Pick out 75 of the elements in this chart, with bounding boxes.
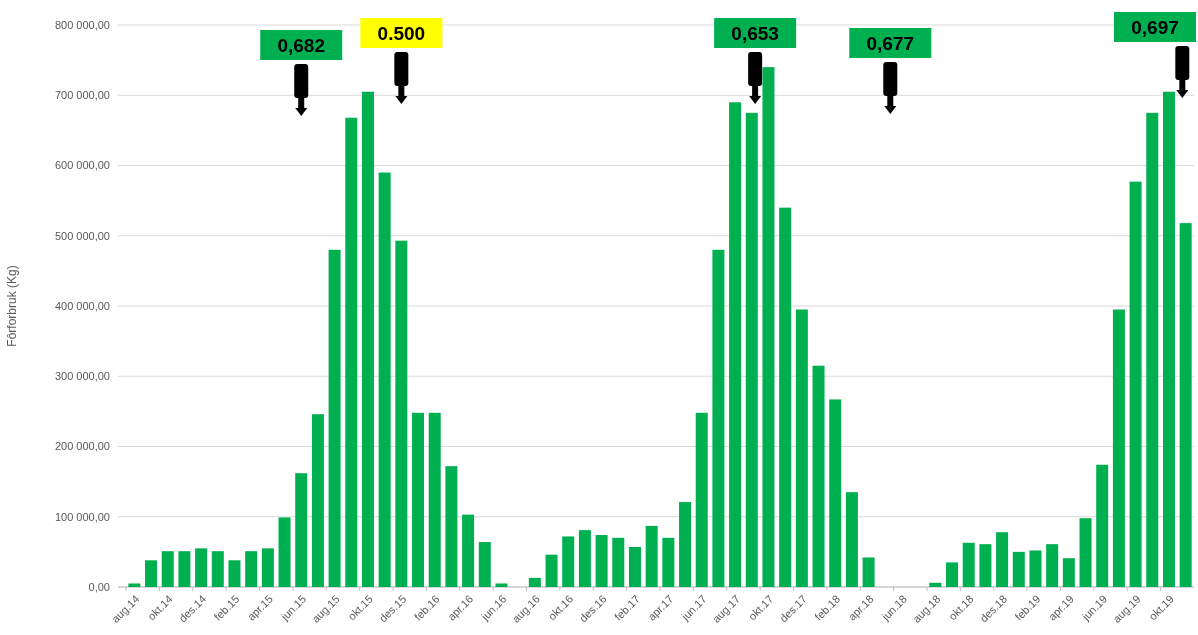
bar <box>1079 518 1092 587</box>
bar <box>562 536 575 587</box>
bar <box>245 551 258 587</box>
bar <box>612 537 625 587</box>
bar <box>712 249 725 587</box>
bar <box>195 548 208 587</box>
bar <box>311 414 324 587</box>
bar <box>845 492 858 587</box>
bar <box>462 514 475 587</box>
y-tick-label: 600 000,00 <box>54 159 110 172</box>
bar <box>128 583 141 587</box>
bar <box>1012 551 1025 587</box>
y-axis-title: Fôrforbruk (Kg) <box>5 265 19 347</box>
bar <box>578 530 591 587</box>
y-tick-label: 500 000,00 <box>54 229 110 242</box>
bar <box>929 582 942 587</box>
bar <box>495 583 508 587</box>
bar <box>1146 112 1159 587</box>
bar <box>378 172 391 587</box>
bar <box>829 399 842 587</box>
bar <box>345 117 358 587</box>
bar <box>862 557 875 587</box>
bar <box>645 525 658 587</box>
y-tick-label: 800 000,00 <box>54 18 110 31</box>
bar <box>545 554 558 587</box>
bar <box>729 102 742 587</box>
bar <box>211 551 224 587</box>
bar <box>695 412 708 587</box>
y-tick-label: 400 000,00 <box>54 299 110 312</box>
y-tick-label: 0,00 <box>88 580 110 593</box>
bar <box>1029 550 1042 587</box>
bar <box>996 532 1009 587</box>
bar <box>1129 181 1142 587</box>
bar <box>662 537 675 587</box>
bar <box>962 542 975 587</box>
bar <box>278 517 291 587</box>
bar <box>428 412 441 587</box>
bar <box>295 473 308 587</box>
y-tick-label: 100 000,00 <box>54 510 110 523</box>
bar <box>328 249 341 587</box>
bar <box>628 546 641 587</box>
y-tick-label: 300 000,00 <box>54 370 110 383</box>
bar <box>946 562 959 587</box>
bar <box>979 544 992 587</box>
y-tick-label: 700 000,00 <box>54 89 110 102</box>
bar <box>395 240 408 587</box>
bar <box>261 548 274 587</box>
bar <box>812 365 825 587</box>
bar <box>445 466 458 587</box>
bar <box>412 412 425 587</box>
bar <box>595 535 608 587</box>
bar <box>779 207 792 587</box>
annotation: 0,677 <box>866 32 915 54</box>
bar <box>161 551 174 587</box>
bar <box>1062 558 1075 587</box>
bar <box>1046 544 1059 587</box>
bar <box>178 551 191 587</box>
bar <box>528 577 541 587</box>
y-tick-label: 200 000,00 <box>54 440 110 453</box>
bar <box>145 560 158 587</box>
bar <box>1162 91 1175 587</box>
annotation: 0.500 <box>377 22 426 44</box>
bar <box>762 67 775 587</box>
bar <box>228 560 241 587</box>
annotation: 0,653 <box>731 22 779 44</box>
bar <box>1179 223 1192 587</box>
bar <box>679 502 692 587</box>
annotation: 0,682 <box>277 34 325 56</box>
bar <box>361 91 374 587</box>
bar <box>1112 309 1125 587</box>
bar <box>478 542 491 587</box>
bar <box>1096 464 1109 587</box>
bar <box>745 112 758 587</box>
annotation: 0,697 <box>1131 16 1179 38</box>
bar <box>795 309 808 587</box>
